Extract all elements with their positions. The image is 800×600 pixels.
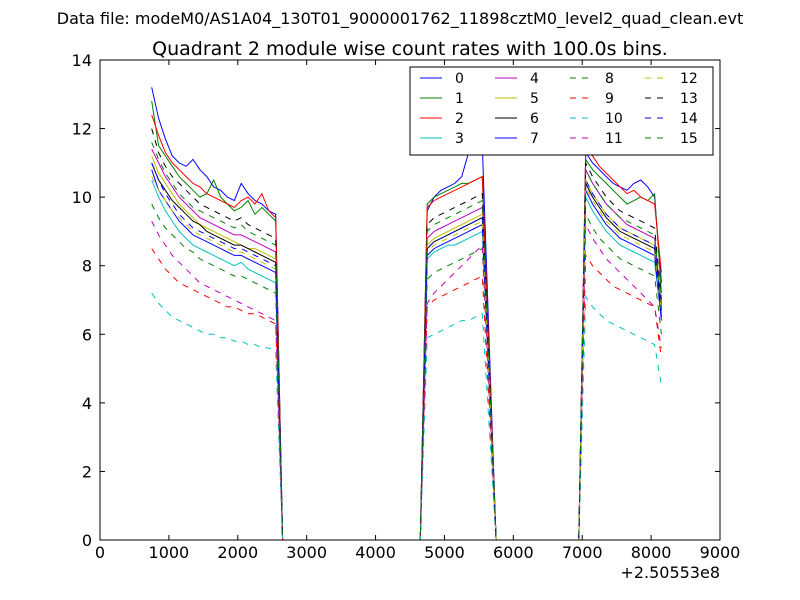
chart-title: Quadrant 2 module wise count rates with … [152, 38, 668, 60]
x-tick-label: 1000 [149, 543, 190, 562]
legend-label-0: 0 [455, 71, 464, 87]
plot-lines [151, 87, 662, 541]
x-tick-label: 6000 [493, 543, 534, 562]
legend-label-11: 11 [605, 131, 623, 147]
legend-label-13: 13 [680, 91, 698, 107]
series-line-13 [151, 128, 662, 541]
y-tick-label: 8 [82, 257, 92, 276]
y-tick-label: 10 [72, 188, 92, 207]
series-line-10 [151, 292, 662, 541]
y-tick-label: 2 [82, 462, 92, 481]
figure-suptitle: Data file: modeM0/AS1A04_130T01_90000017… [57, 9, 743, 29]
x-axis: 0 1000 2000 3000 4000 5000 6000 7000 8000 9000 [95, 60, 740, 562]
y-tick-label: 14 [72, 51, 92, 70]
legend-label-12: 12 [680, 71, 698, 87]
legend-label-2: 2 [455, 111, 464, 127]
legend-label-9: 9 [605, 91, 614, 107]
series-line-7 [151, 169, 662, 541]
legend-label-15: 15 [680, 131, 698, 147]
legend-label-5: 5 [530, 91, 539, 107]
y-tick-label: 4 [82, 394, 92, 413]
series-line-1 [151, 101, 662, 541]
x-tick-label: 7000 [562, 543, 603, 562]
x-tick-label: 5000 [424, 543, 465, 562]
series-line-2 [151, 114, 662, 541]
series-line-15 [151, 142, 662, 541]
legend-label-10: 10 [605, 111, 623, 127]
x-tick-label: 2000 [217, 543, 258, 562]
x-axis-offset-label: +2.50553e8 [620, 563, 720, 582]
legend-label-14: 14 [680, 111, 698, 127]
x-tick-label: 9000 [700, 543, 741, 562]
series-line-8 [151, 203, 662, 541]
legend-label-1: 1 [455, 91, 464, 107]
y-tick-label: 12 [72, 120, 92, 139]
x-tick-label: 4000 [355, 543, 396, 562]
legend-label-3: 3 [455, 131, 464, 147]
legend-label-4: 4 [530, 71, 539, 87]
y-tick-label: 0 [82, 531, 92, 550]
x-tick-label: 8000 [631, 543, 672, 562]
series-line-14 [151, 162, 662, 541]
x-tick-label: 3000 [286, 543, 327, 562]
legend-label-7: 7 [530, 131, 539, 147]
x-tick-label: 0 [95, 543, 105, 562]
series-line-4 [151, 148, 662, 541]
plot-frame [99, 59, 721, 541]
series-line-3 [151, 179, 662, 541]
legend-label-6: 6 [530, 111, 539, 127]
legend-box [409, 66, 714, 156]
y-tick-label: 6 [82, 325, 92, 344]
legend-label-8: 8 [605, 71, 614, 87]
